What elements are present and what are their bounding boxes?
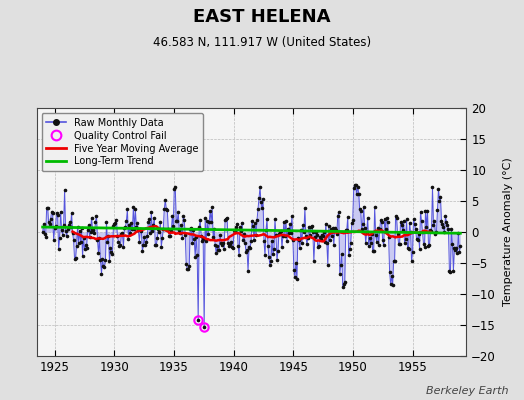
Text: Berkeley Earth: Berkeley Earth <box>426 386 508 396</box>
Y-axis label: Temperature Anomaly (°C): Temperature Anomaly (°C) <box>503 158 513 306</box>
Legend: Raw Monthly Data, Quality Control Fail, Five Year Moving Average, Long-Term Tren: Raw Monthly Data, Quality Control Fail, … <box>41 113 203 171</box>
Text: EAST HELENA: EAST HELENA <box>193 8 331 26</box>
Text: 46.583 N, 111.917 W (United States): 46.583 N, 111.917 W (United States) <box>153 36 371 49</box>
